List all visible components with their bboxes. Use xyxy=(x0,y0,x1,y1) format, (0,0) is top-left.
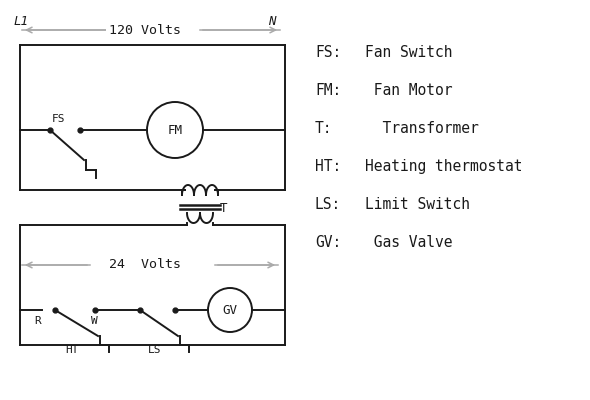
Text: Limit Switch: Limit Switch xyxy=(365,197,470,212)
Text: HT:: HT: xyxy=(315,159,341,174)
Text: Heating thermostat: Heating thermostat xyxy=(365,159,523,174)
Text: Gas Valve: Gas Valve xyxy=(365,235,453,250)
Text: T:: T: xyxy=(315,121,333,136)
Text: FM: FM xyxy=(168,124,182,136)
Text: N: N xyxy=(268,15,276,28)
Text: LS: LS xyxy=(148,345,162,355)
Text: L1: L1 xyxy=(14,15,29,28)
Text: 24  Volts: 24 Volts xyxy=(109,258,181,272)
Text: Fan Switch: Fan Switch xyxy=(365,45,453,60)
Text: T: T xyxy=(220,202,228,214)
Text: FM:: FM: xyxy=(315,83,341,98)
Text: FS: FS xyxy=(52,114,65,124)
Text: Transformer: Transformer xyxy=(365,121,478,136)
Text: R: R xyxy=(34,316,41,326)
Text: 120 Volts: 120 Volts xyxy=(109,24,181,36)
Text: GV:: GV: xyxy=(315,235,341,250)
Text: GV: GV xyxy=(222,304,238,316)
Text: Fan Motor: Fan Motor xyxy=(365,83,453,98)
Text: FS:: FS: xyxy=(315,45,341,60)
Text: HT: HT xyxy=(65,345,78,355)
Text: LS:: LS: xyxy=(315,197,341,212)
Text: W: W xyxy=(91,316,98,326)
